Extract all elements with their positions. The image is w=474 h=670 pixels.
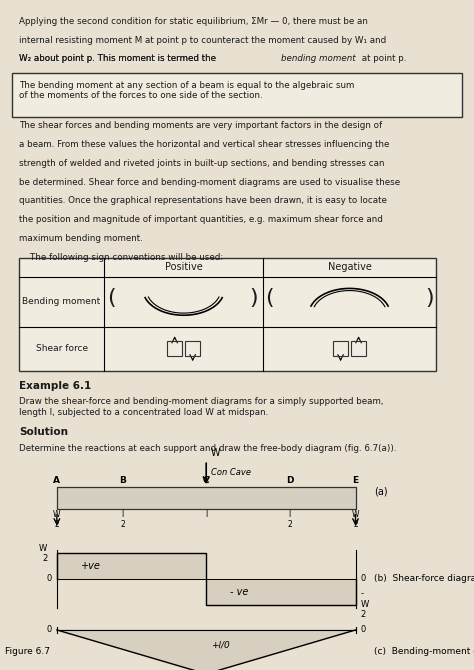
Text: W₂ about point p. This moment is termed the: W₂ about point p. This moment is termed … bbox=[19, 54, 219, 63]
Text: bending moment: bending moment bbox=[281, 54, 356, 63]
Text: Con Cave: Con Cave bbox=[211, 468, 251, 477]
Text: (a): (a) bbox=[374, 486, 388, 496]
Text: Example 6.1: Example 6.1 bbox=[19, 381, 91, 391]
Bar bbox=[333, 342, 348, 356]
Text: - ve: - ve bbox=[230, 587, 248, 597]
Text: 0: 0 bbox=[47, 626, 52, 634]
Text: Figure 6.7: Figure 6.7 bbox=[5, 647, 50, 657]
Text: D: D bbox=[286, 476, 293, 485]
Text: Negative: Negative bbox=[328, 262, 372, 272]
Text: Positive: Positive bbox=[165, 262, 202, 272]
Text: A: A bbox=[54, 476, 60, 485]
Text: B: B bbox=[119, 476, 126, 485]
Text: internal resisting moment M at point p to counteract the moment caused by W₁ and: internal resisting moment M at point p t… bbox=[19, 36, 386, 44]
Text: (b)  Shear-force diagram: (b) Shear-force diagram bbox=[374, 574, 474, 584]
Text: W
2: W 2 bbox=[53, 510, 61, 529]
Polygon shape bbox=[206, 579, 356, 604]
Text: l: l bbox=[205, 510, 207, 519]
Text: ): ) bbox=[425, 289, 434, 308]
Text: W: W bbox=[211, 448, 220, 458]
Bar bbox=[167, 342, 182, 356]
Text: W₂ about point p. This moment is termed the: W₂ about point p. This moment is termed … bbox=[19, 54, 219, 63]
Text: C: C bbox=[203, 476, 210, 485]
Text: +ve: +ve bbox=[81, 561, 100, 571]
Text: strength of welded and riveted joints in built-up sections, and bending stresses: strength of welded and riveted joints in… bbox=[19, 159, 384, 168]
Bar bbox=[185, 342, 200, 356]
Text: W
2: W 2 bbox=[352, 510, 359, 529]
Text: 0: 0 bbox=[47, 574, 52, 584]
Polygon shape bbox=[57, 553, 206, 579]
Text: -
W
2: - W 2 bbox=[360, 590, 368, 619]
Text: Draw the shear-force and bending-moment diagrams for a simply supported beam,
le: Draw the shear-force and bending-moment … bbox=[19, 397, 383, 417]
Text: (: ( bbox=[107, 289, 115, 308]
Text: (: ( bbox=[265, 289, 274, 308]
Text: W
2: W 2 bbox=[39, 543, 47, 563]
FancyBboxPatch shape bbox=[12, 73, 462, 117]
Text: the position and magnitude of important quantities, e.g. maximum shear force and: the position and magnitude of important … bbox=[19, 215, 383, 224]
Text: Solution: Solution bbox=[19, 427, 68, 438]
Bar bbox=[57, 487, 356, 509]
Bar bbox=[19, 258, 436, 371]
Text: +l/0: +l/0 bbox=[211, 641, 230, 650]
Text: at point p.: at point p. bbox=[359, 54, 406, 63]
Text: ): ) bbox=[250, 289, 258, 308]
Text: 0: 0 bbox=[360, 574, 365, 584]
Text: l
2: l 2 bbox=[287, 510, 292, 529]
Text: quantities. Once the graphical representations have been drawn, it is easy to lo: quantities. Once the graphical represent… bbox=[19, 196, 387, 205]
Text: a beam. From these values the horizontal and vertical shear stresses influencing: a beam. From these values the horizontal… bbox=[19, 140, 389, 149]
Text: The following sign conventions will be used:: The following sign conventions will be u… bbox=[19, 253, 223, 261]
Text: be determined. Shear force and bending-moment diagrams are used to visualise the: be determined. Shear force and bending-m… bbox=[19, 178, 400, 186]
Text: Applying the second condition for static equilibrium, ΣMr — 0, there must be an: Applying the second condition for static… bbox=[19, 17, 368, 25]
Text: Shear force: Shear force bbox=[36, 344, 88, 353]
Text: The bending moment at any section of a beam is equal to the algebraic sum
of the: The bending moment at any section of a b… bbox=[19, 81, 355, 100]
Text: maximum bending moment.: maximum bending moment. bbox=[19, 234, 143, 243]
Polygon shape bbox=[57, 630, 356, 670]
Text: l
2: l 2 bbox=[120, 510, 125, 529]
Bar bbox=[351, 342, 366, 356]
Text: Determine the reactions at each support and draw the free-body diagram (fig. 6.7: Determine the reactions at each support … bbox=[19, 444, 396, 453]
Text: Bending moment: Bending moment bbox=[22, 297, 101, 306]
Text: The shear forces and bending moments are very important factors in the design of: The shear forces and bending moments are… bbox=[19, 121, 382, 130]
Text: E: E bbox=[353, 476, 358, 485]
Text: (c)  Bending-moment diagram: (c) Bending-moment diagram bbox=[374, 647, 474, 657]
Text: 0: 0 bbox=[360, 626, 365, 634]
